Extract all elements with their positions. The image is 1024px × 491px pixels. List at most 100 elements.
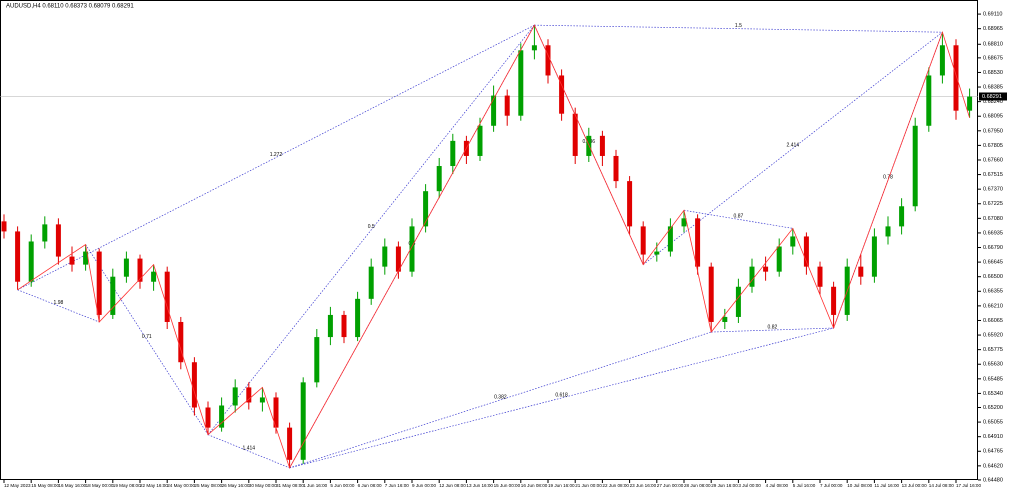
candle-body (817, 266, 823, 287)
y-tick-label: 0.66790 (983, 245, 1003, 251)
candle-body (803, 236, 809, 267)
candle-body (395, 246, 401, 272)
candle-body (191, 362, 197, 408)
candle-body (151, 271, 157, 282)
candle-body (871, 236, 877, 277)
y-tick-label: 0.68810 (983, 42, 1003, 48)
fib-line (207, 24, 535, 435)
candle-body (681, 218, 687, 227)
candle-body (259, 397, 265, 403)
fib-line (17, 289, 100, 323)
current-price-box (979, 92, 1007, 101)
candle-body (885, 226, 891, 237)
candle-body (667, 226, 673, 252)
candle-body (599, 135, 605, 156)
y-tick-label: 0.68675 (983, 55, 1003, 61)
x-tick-label: 15 Jun 00:00 (494, 483, 521, 488)
y-tick-label: 0.66065 (983, 318, 1003, 324)
fib-line (534, 24, 943, 33)
y-tick-label: 0.65200 (983, 405, 1003, 411)
candle-body (137, 258, 143, 282)
x-tick-label: 30 May 00:00 (249, 483, 277, 488)
fib-label: 1.98 (54, 300, 64, 306)
candle-body (953, 45, 959, 111)
fib-line (642, 31, 943, 265)
y-tick-label: 0.67080 (983, 216, 1003, 222)
y-tick-label: 0.67805 (983, 143, 1003, 149)
y-tick-label: 0.68385 (983, 84, 1003, 90)
fib-line (207, 434, 290, 469)
candle-body (695, 218, 701, 267)
x-tick-label: 6 Jun 08:00 (358, 483, 382, 488)
candle-body (110, 276, 116, 315)
fib-line (17, 24, 535, 291)
candle-body (69, 256, 75, 265)
x-tick-label: 27 Jun 00:00 (657, 483, 684, 488)
y-tick-label: 0.65920 (983, 333, 1003, 339)
y-tick-label: 0.64620 (983, 463, 1003, 469)
y-tick-label: 0.68965 (983, 26, 1003, 32)
candle-body (83, 251, 89, 265)
y-tick-label: 0.66935 (983, 230, 1003, 236)
candle-body (287, 427, 293, 460)
candle-body (178, 321, 184, 363)
x-tick-label: 1 Jun 16:00 (303, 483, 327, 488)
y-tick-label: 0.65485 (983, 376, 1003, 382)
candle-body (164, 271, 170, 322)
candle-body (477, 125, 483, 156)
candle-body (15, 231, 21, 282)
x-tick-label: 3 Jul 00:00 (738, 483, 761, 488)
candle-body (735, 286, 741, 317)
x-tick-label: 22 Jun 08:00 (602, 483, 629, 488)
fib-line (683, 209, 793, 229)
x-tick-label: 14 Jul 08:00 (929, 483, 954, 488)
candle-body (423, 191, 429, 227)
chart-title: AUDUSD,H4 0.68110 0.68373 0.68079 0.6829… (6, 4, 134, 10)
x-tick-label: 7 Jul 00:00 (820, 483, 843, 488)
fib-label: 0.87 (734, 214, 744, 220)
candle-body (572, 113, 578, 156)
y-tick-label: 0.64480 (983, 477, 1003, 483)
x-tick-label: 7 Jun 16:00 (385, 483, 409, 488)
zigzag-line (17, 24, 970, 469)
x-tick-label: 12 May 2023 (4, 483, 31, 488)
y-tick-label: 0.66645 (983, 260, 1003, 266)
fib-label: 1.5 (735, 23, 742, 29)
x-tick-label: 12 Jun 08:00 (439, 483, 466, 488)
candle-body (123, 258, 129, 277)
candle-body (504, 95, 510, 116)
candle-body (967, 96, 973, 111)
candle-body (939, 45, 945, 76)
candle-body (858, 266, 864, 277)
x-tick-label: 23 Jun 16:00 (630, 483, 657, 488)
x-tick-label: 13 Jul 00:00 (902, 483, 927, 488)
candle-body (790, 236, 796, 247)
y-tick-label: 0.66355 (983, 289, 1003, 295)
fib-label: 2.414 (787, 143, 800, 149)
y-tick-label: 0.66210 (983, 303, 1003, 309)
x-tick-label: 13 Jun 16:00 (466, 483, 493, 488)
fib-label: 1.414 (243, 446, 256, 452)
y-tick-label: 0.67950 (983, 128, 1003, 134)
candle-body (96, 251, 102, 315)
candle-body (531, 45, 537, 51)
candle-body (926, 75, 932, 126)
candle-body (763, 266, 769, 272)
candle-body (300, 382, 306, 460)
x-tick-label: 25 May 08:00 (194, 483, 222, 488)
y-tick-label: 0.69110 (983, 12, 1002, 18)
candle-body (831, 286, 837, 315)
candle-body (640, 226, 646, 255)
x-tick-label: 5 Jul 16:00 (793, 483, 816, 488)
candle-body (559, 75, 565, 114)
candle-body (273, 397, 279, 428)
x-tick-label: 19 Jun 16:00 (548, 483, 575, 488)
y-tick-label: 0.67225 (983, 201, 1003, 207)
y-tick-label: 0.64910 (983, 434, 1003, 440)
candle-body (355, 298, 361, 338)
fib-line (289, 331, 712, 469)
candle-body (246, 387, 252, 403)
y-tick-label: 0.65630 (983, 362, 1003, 368)
x-tick-label: 31 May 08:00 (276, 483, 304, 488)
